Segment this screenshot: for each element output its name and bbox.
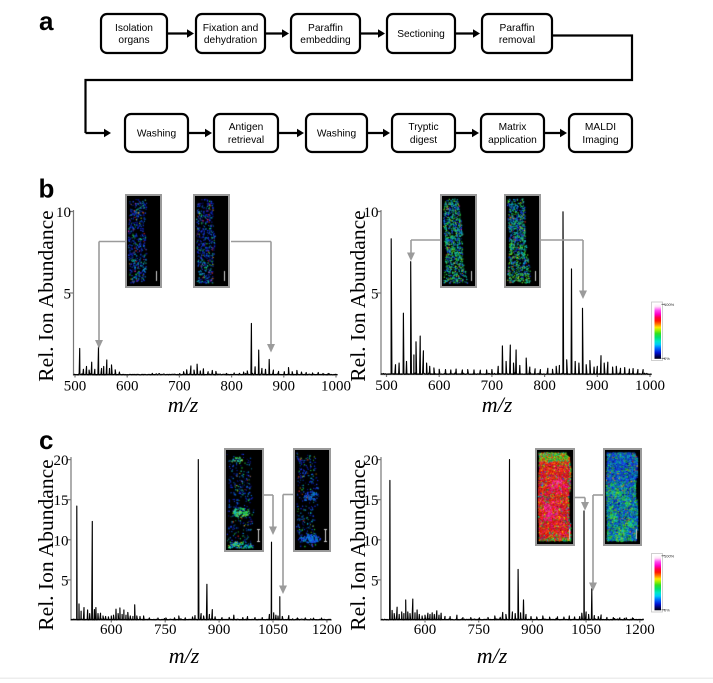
svg-text:5: 5 bbox=[371, 573, 379, 589]
svg-text:Sectioning: Sectioning bbox=[397, 29, 445, 40]
svg-text:Rel. Ion Abundance: Rel. Ion Abundance bbox=[34, 459, 58, 630]
svg-text:600: 600 bbox=[428, 378, 451, 394]
svg-text:b: b bbox=[39, 174, 55, 204]
svg-text:Matrix: Matrix bbox=[499, 122, 527, 133]
svg-text:500: 500 bbox=[64, 379, 87, 395]
svg-text:1200: 1200 bbox=[625, 622, 655, 638]
svg-text:MALDI: MALDI bbox=[585, 122, 616, 133]
svg-text:900: 900 bbox=[273, 379, 296, 395]
svg-text:Rel. Ion Abundance: Rel. Ion Abundance bbox=[34, 210, 58, 381]
svg-text:100%: 100% bbox=[664, 302, 675, 307]
svg-text:5: 5 bbox=[61, 573, 69, 589]
svg-text:900: 900 bbox=[208, 622, 231, 638]
svg-text:c: c bbox=[39, 425, 53, 455]
svg-text:10: 10 bbox=[54, 533, 69, 549]
svg-text:Fixation and: Fixation and bbox=[203, 23, 259, 34]
svg-text:500: 500 bbox=[375, 378, 398, 394]
svg-text:0%: 0% bbox=[664, 356, 670, 361]
svg-text:800: 800 bbox=[533, 378, 556, 394]
svg-text:5: 5 bbox=[371, 287, 379, 303]
svg-text:Antigen: Antigen bbox=[229, 122, 264, 133]
svg-text:10: 10 bbox=[364, 205, 379, 221]
svg-text:800: 800 bbox=[220, 379, 243, 395]
svg-text:digest: digest bbox=[410, 135, 437, 146]
svg-text:0%: 0% bbox=[664, 608, 670, 613]
svg-text:m/z: m/z bbox=[482, 392, 513, 417]
svg-text:600: 600 bbox=[414, 622, 437, 638]
svg-text:15: 15 bbox=[364, 493, 379, 509]
svg-text:Rel. Ion Abundance: Rel. Ion Abundance bbox=[346, 459, 370, 630]
svg-text:15: 15 bbox=[54, 493, 69, 509]
svg-text:organs: organs bbox=[118, 35, 149, 46]
svg-text:700: 700 bbox=[481, 378, 504, 394]
svg-text:m/z: m/z bbox=[168, 392, 199, 417]
svg-text:Imaging: Imaging bbox=[582, 135, 619, 146]
svg-text:1000: 1000 bbox=[321, 379, 351, 395]
svg-text:m/z: m/z bbox=[169, 643, 200, 668]
svg-text:900: 900 bbox=[586, 378, 609, 394]
svg-text:Paraffin: Paraffin bbox=[308, 23, 343, 34]
svg-text:dehydration: dehydration bbox=[204, 35, 257, 46]
svg-text:removal: removal bbox=[499, 35, 535, 46]
svg-text:application: application bbox=[488, 135, 537, 146]
svg-text:Tryptic: Tryptic bbox=[408, 122, 438, 133]
svg-text:5: 5 bbox=[64, 287, 72, 303]
svg-text:20: 20 bbox=[54, 453, 69, 469]
svg-text:600: 600 bbox=[100, 622, 123, 638]
svg-text:m/z: m/z bbox=[477, 643, 508, 668]
svg-text:10: 10 bbox=[364, 533, 379, 549]
svg-text:a: a bbox=[39, 6, 54, 36]
svg-text:1050: 1050 bbox=[571, 622, 601, 638]
svg-text:Rel. Ion Abundance: Rel. Ion Abundance bbox=[346, 210, 370, 381]
svg-text:Isolation: Isolation bbox=[115, 23, 153, 34]
svg-text:Washing: Washing bbox=[317, 129, 357, 140]
svg-text:1050: 1050 bbox=[258, 622, 288, 638]
svg-text:embedding: embedding bbox=[300, 35, 351, 46]
svg-text:700: 700 bbox=[168, 379, 191, 395]
svg-text:100%: 100% bbox=[664, 554, 675, 559]
svg-text:retrieval: retrieval bbox=[228, 135, 264, 146]
svg-text:1200: 1200 bbox=[312, 622, 342, 638]
svg-text:Paraffin: Paraffin bbox=[500, 23, 535, 34]
svg-text:20: 20 bbox=[364, 453, 379, 469]
svg-text:600: 600 bbox=[116, 379, 139, 395]
svg-text:1000: 1000 bbox=[635, 378, 665, 394]
svg-text:900: 900 bbox=[521, 622, 544, 638]
svg-text:750: 750 bbox=[467, 622, 490, 638]
svg-text:750: 750 bbox=[154, 622, 177, 638]
svg-text:10: 10 bbox=[56, 205, 71, 221]
svg-text:Washing: Washing bbox=[137, 129, 177, 140]
